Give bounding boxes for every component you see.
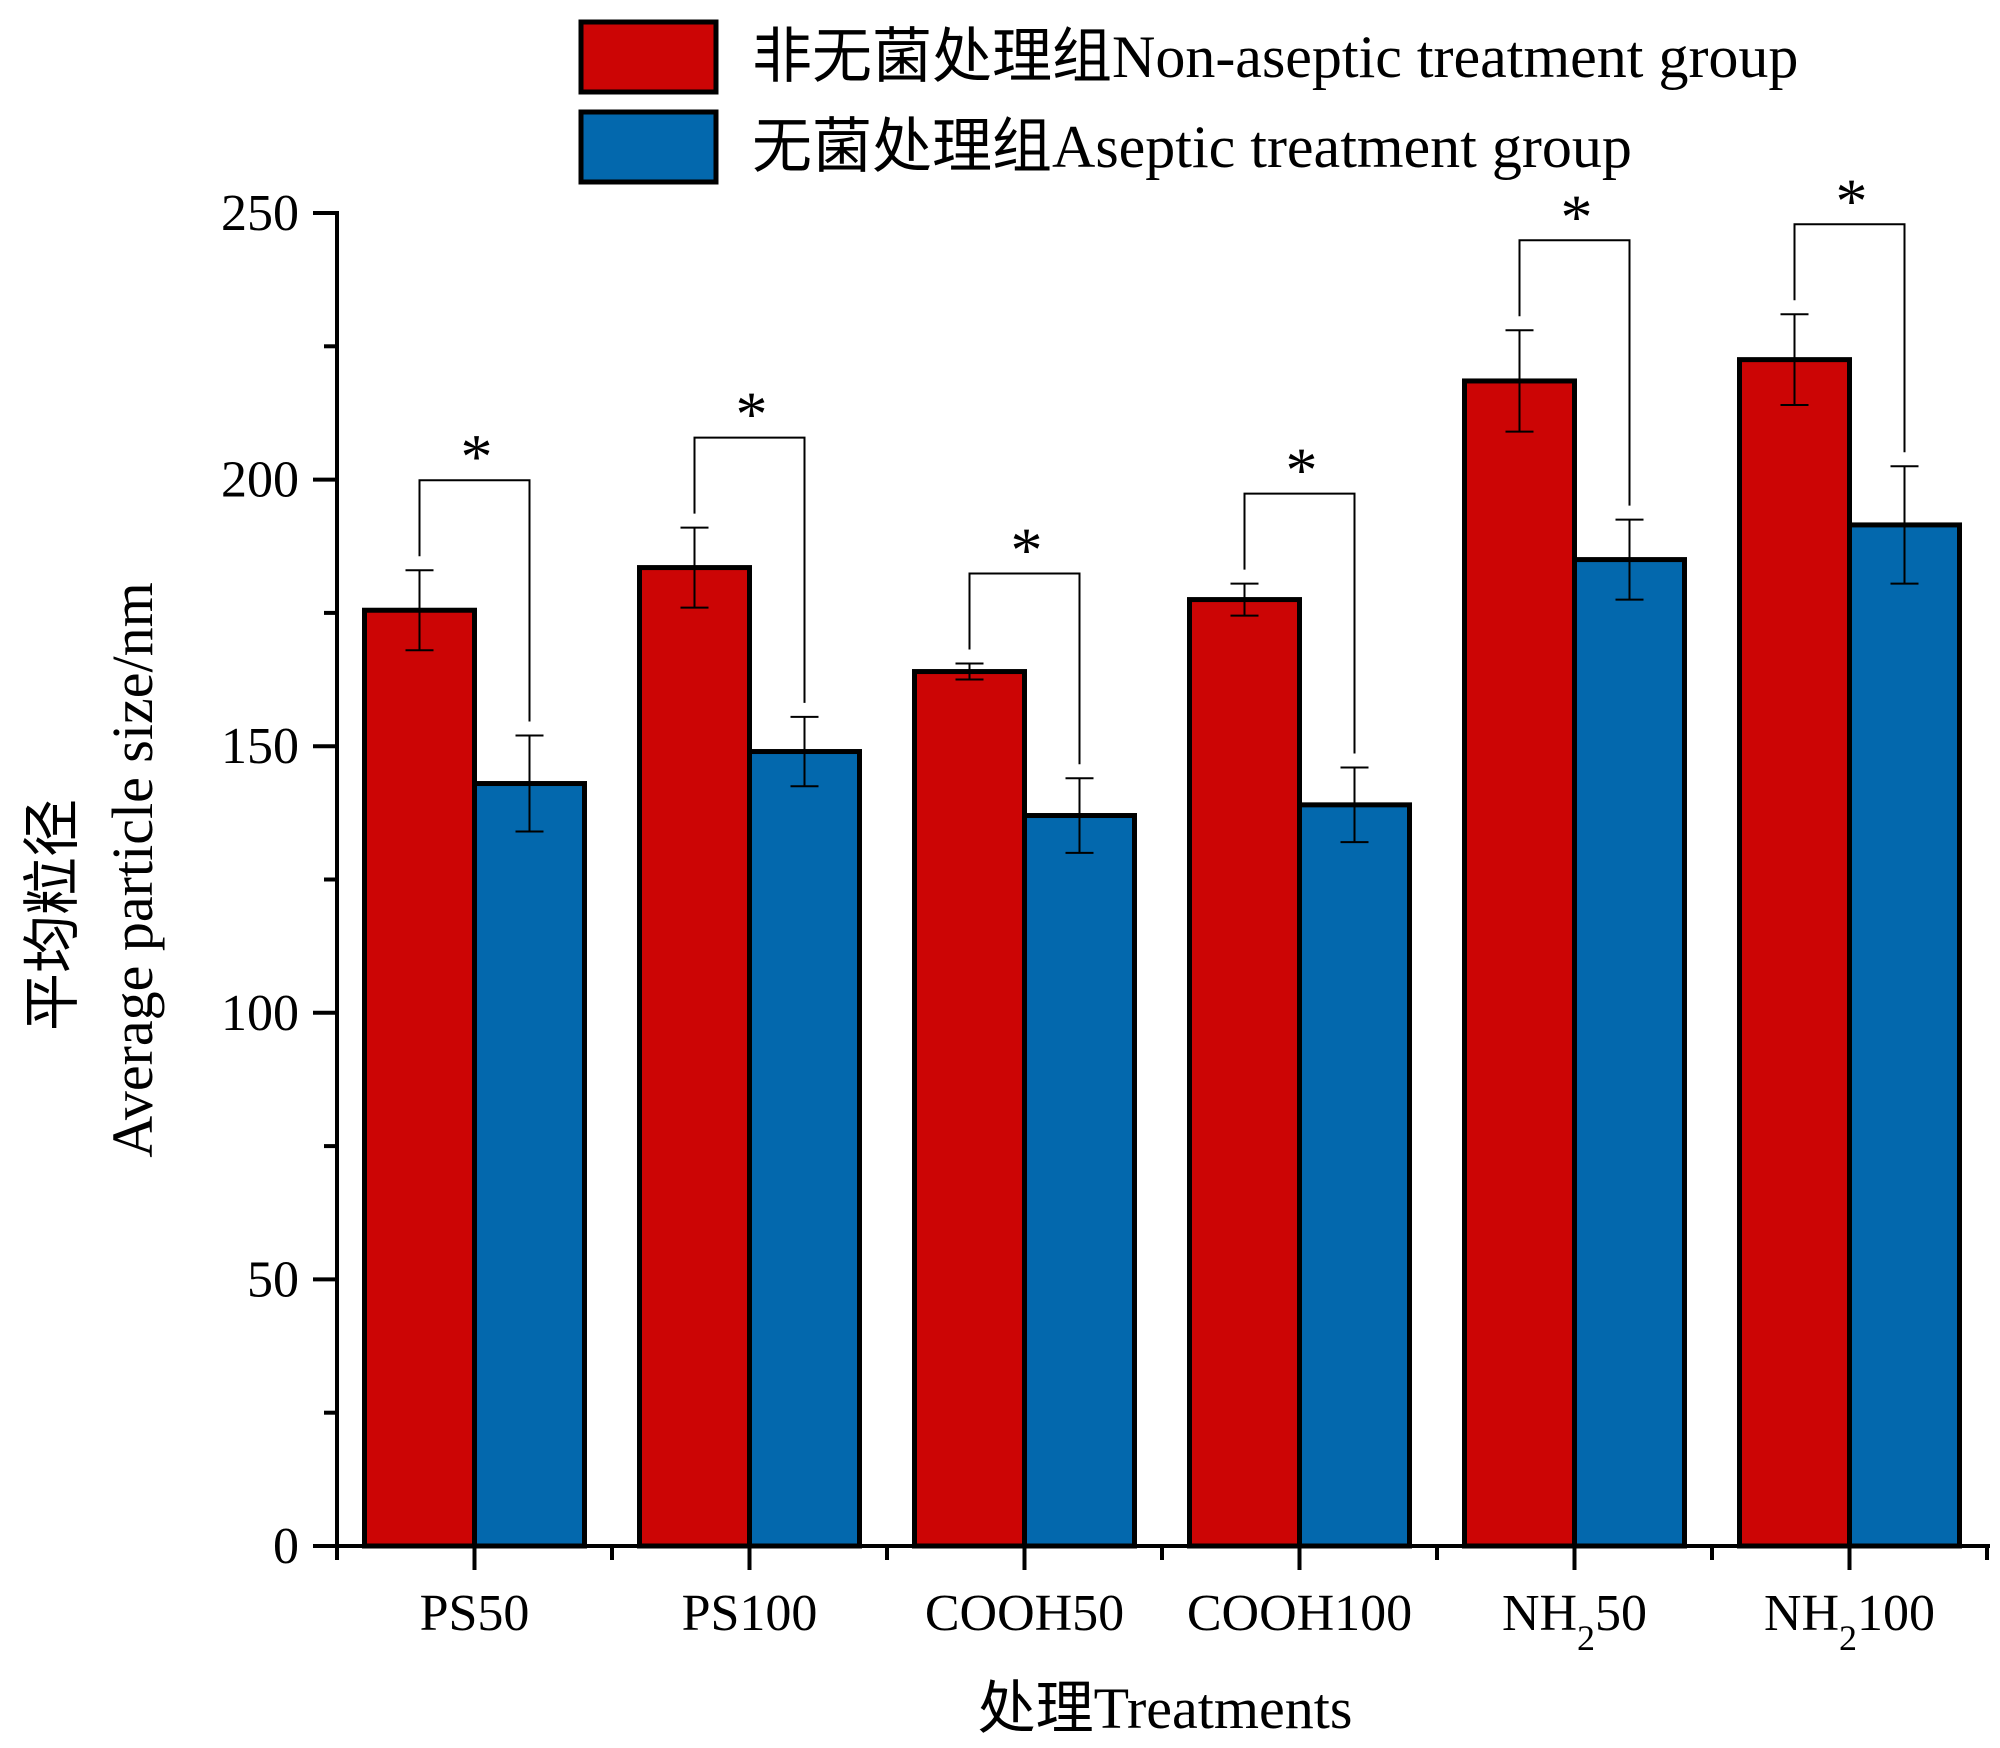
bar-non-aseptic (1187, 597, 1302, 1549)
significance-star: * (1836, 165, 1868, 236)
significance-star: * (1011, 515, 1043, 586)
bar-aseptic (747, 749, 862, 1549)
significance-star: * (1561, 181, 1593, 252)
x-tick-label: COOH50 (925, 1585, 1124, 1642)
significance-bracket (1518, 239, 1631, 506)
x-tick-label: NH250 (1502, 1585, 1647, 1658)
y-tick-label: 200 (221, 452, 299, 509)
x-tick-label: PS50 (420, 1585, 530, 1642)
significance-bracket (418, 479, 531, 722)
legend: 非无菌处理组Non-aseptic treatment group 无菌处理组As… (578, 19, 1798, 185)
significance-star: * (461, 421, 493, 492)
x-axis-title: 处理Treatments (978, 1676, 1353, 1741)
bar-non-aseptic (1462, 378, 1577, 1549)
significance-bracket (968, 572, 1081, 765)
legend-swatch-non-aseptic (578, 19, 719, 95)
legend-swatch-aseptic (578, 109, 719, 185)
x-tick-label: PS100 (682, 1585, 818, 1642)
plot-area: 0 50 100 150 200 250 PS50 * PS100 * COOH50 * COOH100… (221, 165, 1990, 1658)
y-tick-label: 0 (273, 1518, 299, 1575)
legend-label-non-aseptic: 非无菌处理组Non-aseptic treatment group (752, 24, 1798, 90)
bar-aseptic (1847, 522, 1962, 1549)
bar-non-aseptic (1737, 357, 1852, 1549)
bar-non-aseptic (637, 565, 752, 1549)
y-tick-label: 150 (221, 718, 299, 775)
x-tick-label: NH2100 (1764, 1585, 1935, 1658)
significance-star: * (736, 379, 768, 450)
legend-label-aseptic: 无菌处理组Aseptic treatment group (752, 114, 1632, 180)
bar-non-aseptic (912, 669, 1027, 1549)
y-tick-label: 100 (221, 985, 299, 1042)
significance-star: * (1286, 435, 1318, 506)
x-tick-label: COOH100 (1187, 1585, 1412, 1642)
bar-aseptic (1572, 557, 1687, 1549)
y-tick-label: 250 (221, 185, 299, 242)
significance-bracket (1793, 223, 1906, 453)
bar-aseptic (472, 781, 587, 1549)
significance-bracket (1243, 492, 1356, 754)
y-tick-label: 50 (247, 1251, 299, 1308)
y-axis-title: Average particle size/nm (100, 582, 165, 1157)
bar-aseptic (1297, 802, 1412, 1549)
bar-non-aseptic (362, 607, 477, 1549)
y-axis-title-cn: 平均粒径 (20, 799, 85, 1031)
significance-bracket (693, 436, 806, 703)
bar-aseptic (1022, 813, 1137, 1549)
